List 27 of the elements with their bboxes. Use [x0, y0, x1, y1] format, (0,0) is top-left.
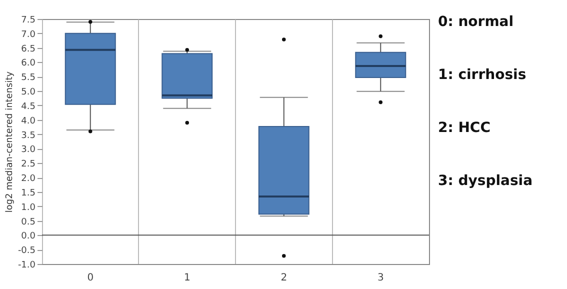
- y-tick-label: 0.0: [21, 232, 36, 242]
- y-tick-label: 3.0: [21, 145, 36, 156]
- y-tick-label: -0.5: [18, 246, 36, 256]
- y-tick-label: 3.5: [21, 130, 36, 141]
- x-tick-label: 0: [87, 272, 94, 284]
- y-tick-label: 7.5: [21, 16, 36, 26]
- text: 2: HCC: [438, 120, 492, 138]
- y-tick-label: 1.5: [21, 188, 36, 198]
- x-tick-label: 3: [377, 272, 384, 284]
- y-tick-label: 6.5: [21, 44, 36, 54]
- y-tick-label: 5.5: [21, 73, 36, 84]
- text: 3: dysplasia: [438, 173, 533, 191]
- y-tick-label: -1.0: [18, 260, 36, 270]
- y-tick-label: 4.5: [21, 102, 36, 112]
- x-tick-label: 2: [280, 272, 288, 284]
- y-tick-label: 5.0: [21, 88, 36, 98]
- y-tick-label: 1.0: [21, 202, 36, 213]
- y-tick-label: 0.5: [21, 217, 36, 228]
- y-tick-label: 4.0: [21, 116, 36, 126]
- y-axis-title: log2 median-centered intensity: [4, 70, 15, 213]
- y-tick-label: 2.0: [21, 174, 36, 184]
- text: 1: cirrhosis: [438, 67, 528, 85]
- x-tick-label: 1: [184, 272, 190, 284]
- y-tick-label: 6.0: [21, 58, 36, 69]
- y-tick-label: 7.0: [21, 30, 36, 40]
- y-tick-label: 2.5: [21, 160, 36, 170]
- text: 0: normal: [438, 14, 515, 32]
